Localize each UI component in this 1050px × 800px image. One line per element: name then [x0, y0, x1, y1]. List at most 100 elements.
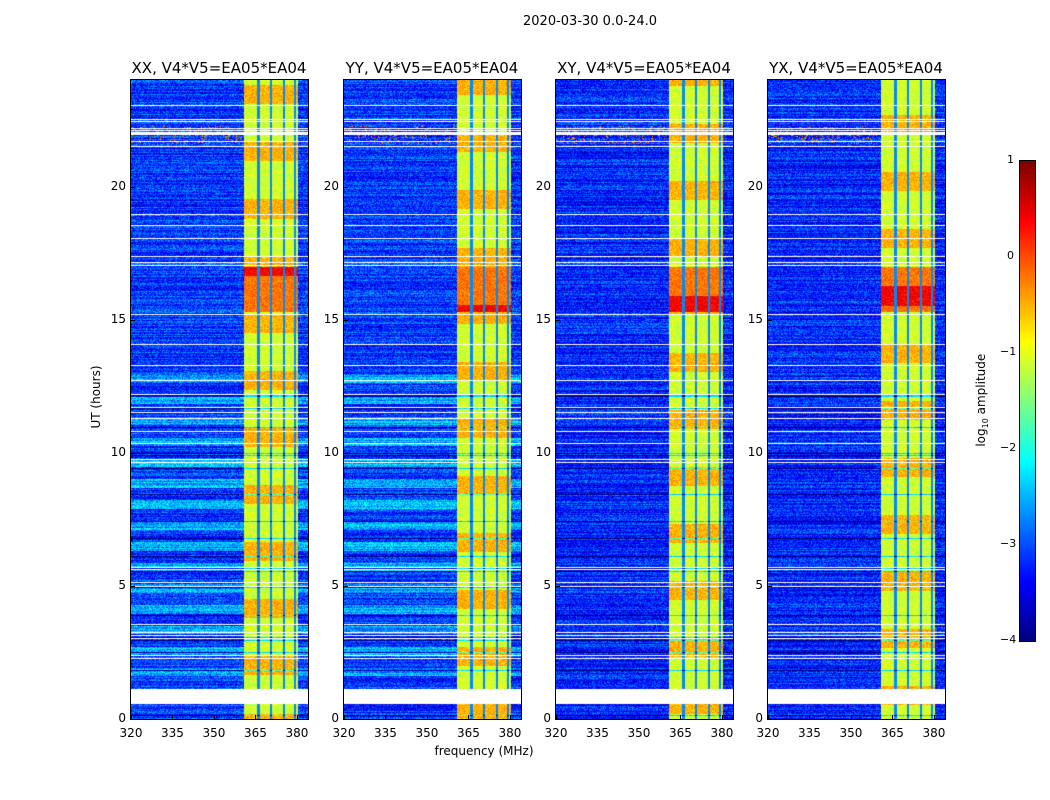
x-tick-label: 380 — [498, 726, 522, 740]
x-tick-mark — [131, 715, 132, 719]
y-tick-mark — [131, 585, 135, 587]
y-tick-mark — [344, 452, 348, 454]
y-tick-label: 20 — [535, 178, 551, 193]
heatmap-image — [344, 80, 521, 719]
x-tick-label: 335 — [798, 726, 821, 740]
x-tick-mark — [468, 715, 470, 719]
x-tick-label: 335 — [161, 726, 184, 740]
x-tick-mark — [426, 715, 428, 719]
colorbar-tick-label: 1 — [1007, 153, 1014, 166]
x-tick-label: 335 — [374, 726, 397, 740]
x-tick-label: 365 — [669, 726, 692, 740]
y-tick-label: 20 — [323, 178, 339, 193]
y-tick-mark — [556, 319, 560, 321]
panel-title: XX, V4*V5=EA05*EA04 — [131, 59, 307, 77]
heatmap-panel-3 — [767, 79, 946, 720]
x-tick-mark — [638, 715, 640, 719]
y-tick-label: 10 — [110, 444, 126, 459]
y-tick-label: 0 — [331, 711, 339, 725]
y-tick-label: 10 — [323, 444, 339, 459]
x-axis-label: frequency (MHz) — [434, 744, 534, 758]
panel-title: YY, V4*V5=EA05*EA04 — [345, 59, 519, 77]
x-tick-label: 320 — [756, 726, 780, 740]
y-tick-label: 20 — [110, 178, 126, 193]
x-tick-label: 350 — [202, 726, 226, 740]
x-tick-label: 320 — [332, 726, 356, 740]
y-tick-label: 15 — [323, 311, 339, 326]
colorbar-tick-label: −1 — [1000, 345, 1017, 358]
x-tick-label: 380 — [285, 726, 309, 740]
x-tick-mark — [933, 715, 935, 719]
heatmap-image — [768, 80, 945, 719]
colorbar — [1019, 160, 1036, 642]
y-tick-label: 15 — [747, 311, 763, 326]
y-tick-mark — [556, 719, 560, 720]
x-tick-label: 365 — [244, 726, 267, 740]
colorbar-tick-label: −4 — [1000, 633, 1017, 646]
heatmap-panel-2 — [555, 79, 734, 720]
x-tick-label: 350 — [627, 726, 651, 740]
y-tick-mark — [768, 719, 772, 720]
y-tick-label: 15 — [535, 311, 551, 326]
y-tick-label: 5 — [331, 577, 339, 592]
y-tick-mark — [556, 186, 560, 188]
y-tick-mark — [131, 319, 135, 321]
y-tick-mark — [131, 186, 135, 188]
y-tick-label: 20 — [747, 178, 763, 193]
y-tick-label: 10 — [535, 444, 551, 459]
y-tick-label: 0 — [543, 711, 551, 725]
x-tick-label: 365 — [457, 726, 480, 740]
y-tick-label: 5 — [755, 577, 763, 592]
y-tick-mark — [344, 319, 348, 321]
y-axis-label: UT (hours) — [89, 365, 103, 429]
panel-title: YX, V4*V5=EA05*EA04 — [769, 59, 943, 77]
x-tick-mark — [892, 715, 894, 719]
colorbar-tick-label: −3 — [1000, 537, 1017, 550]
x-tick-mark — [850, 715, 852, 719]
y-tick-mark — [556, 585, 560, 587]
x-tick-mark — [172, 715, 174, 719]
x-tick-label: 380 — [710, 726, 734, 740]
y-tick-mark — [768, 319, 772, 321]
y-tick-label: 5 — [118, 577, 126, 592]
y-tick-label: 0 — [755, 711, 763, 725]
figure-title: 2020-03-30 0.0-24.0 — [523, 14, 657, 29]
x-tick-label: 350 — [839, 726, 863, 740]
x-tick-label: 320 — [119, 726, 143, 740]
x-tick-mark — [597, 715, 599, 719]
x-tick-mark — [680, 715, 682, 719]
y-tick-mark — [344, 585, 348, 587]
x-tick-label: 365 — [881, 726, 904, 740]
panel-title: XY, V4*V5=EA05*EA04 — [557, 59, 731, 77]
y-tick-mark — [131, 452, 135, 454]
colorbar-label: log10 amplitude — [973, 353, 991, 447]
x-tick-mark — [344, 715, 345, 719]
heatmap-image — [556, 80, 733, 719]
y-tick-mark — [556, 452, 560, 454]
x-tick-label: 335 — [586, 726, 609, 740]
x-tick-mark — [556, 715, 557, 719]
heatmap-panel-1 — [343, 79, 522, 720]
x-tick-mark — [721, 715, 723, 719]
y-tick-label: 5 — [543, 577, 551, 592]
x-tick-mark — [809, 715, 811, 719]
y-tick-mark — [768, 186, 772, 188]
colorbar-tick-label: −2 — [1000, 441, 1017, 454]
x-tick-mark — [509, 715, 511, 719]
y-tick-label: 10 — [747, 444, 763, 459]
y-tick-mark — [131, 719, 135, 720]
heatmap-image — [131, 80, 308, 719]
y-tick-mark — [768, 585, 772, 587]
x-tick-mark — [255, 715, 257, 719]
heatmap-panel-0 — [130, 79, 309, 720]
x-tick-label: 380 — [922, 726, 946, 740]
y-tick-mark — [768, 452, 772, 454]
x-tick-mark — [768, 715, 769, 719]
y-tick-mark — [344, 186, 348, 188]
x-tick-label: 320 — [544, 726, 568, 740]
y-tick-label: 0 — [118, 711, 126, 725]
x-tick-mark — [296, 715, 298, 719]
x-tick-mark — [385, 715, 387, 719]
x-tick-mark — [213, 715, 215, 719]
